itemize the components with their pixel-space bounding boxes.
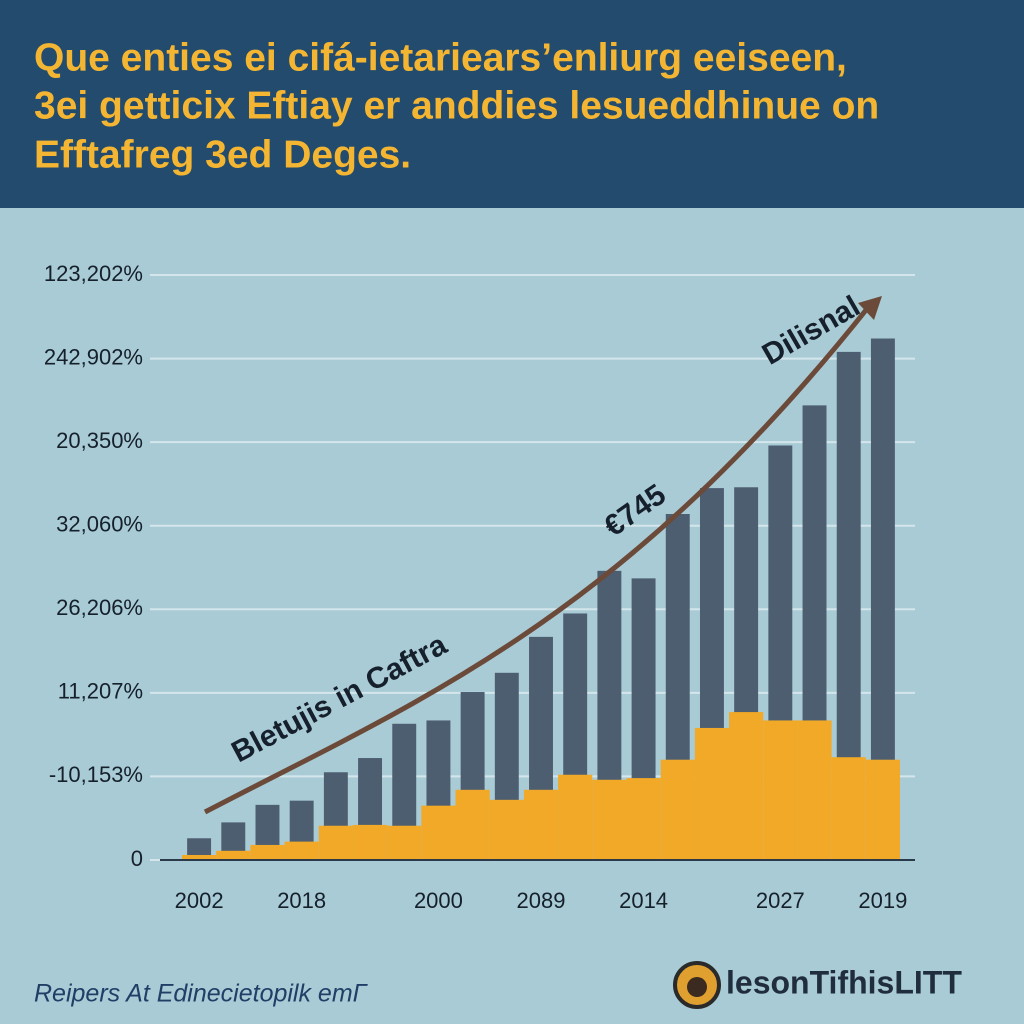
bar	[694, 727, 730, 860]
brand: lesonTifhisLIТТ	[726, 964, 962, 1000]
bar	[865, 759, 900, 860]
plot: 0 -10,153% 11,207% 26,206% 32,060% 20,350% 242…	[44, 261, 915, 913]
title-line: Que enties ei cifá-ietariears’enliurg ee…	[34, 36, 847, 79]
y-tick-label: -10,153%	[49, 762, 143, 787]
bar	[284, 841, 319, 860]
bar	[182, 854, 217, 860]
y-tick-label: 26,206%	[56, 595, 143, 620]
bar	[221, 822, 246, 860]
bar	[870, 338, 895, 860]
x-tick-label: 2019	[858, 888, 907, 913]
x-tick-label: 2089	[517, 888, 566, 913]
bar	[318, 825, 353, 860]
bar	[489, 799, 524, 860]
bar	[558, 774, 593, 860]
x-tick-label: 2018	[277, 888, 326, 913]
y-tick-label: 32,060%	[56, 512, 143, 537]
bar	[592, 779, 627, 860]
bar	[763, 720, 798, 860]
bar	[626, 778, 661, 860]
x-tick-label: 2014	[619, 888, 668, 913]
bar	[831, 757, 866, 860]
bar	[387, 825, 422, 860]
y-tick-label: 20,350%	[56, 428, 143, 453]
title-line: Efftafreg 3ed Deges.	[34, 133, 411, 176]
y-tick-label: 0	[131, 846, 143, 871]
bar	[729, 712, 764, 860]
bar	[455, 789, 490, 860]
bar	[797, 720, 832, 860]
bar	[523, 789, 559, 860]
logo-icon-inner	[687, 977, 707, 997]
x-tick-label: 2002	[175, 888, 224, 913]
y-tick-label: 11,207%	[58, 679, 143, 704]
arrow-head	[858, 296, 882, 320]
bar	[187, 838, 212, 860]
bar	[421, 805, 456, 860]
trend-arrow	[203, 303, 872, 815]
bar	[836, 351, 861, 860]
bar	[216, 850, 251, 860]
source: Reipers At Edinecietopilk eтГ	[34, 980, 369, 1008]
y-tick-label: 123,202%	[44, 261, 143, 286]
bar	[250, 844, 285, 860]
x-tick-label: 2027	[756, 888, 805, 913]
y-tick-label: 242,902%	[44, 344, 143, 369]
bar	[352, 824, 388, 860]
x-tick-label: 2000	[414, 888, 463, 913]
title-line: 3ei getticix Eftiay er anddies lesueddhi…	[34, 84, 879, 127]
header	[0, 0, 1024, 208]
bar	[660, 759, 695, 860]
